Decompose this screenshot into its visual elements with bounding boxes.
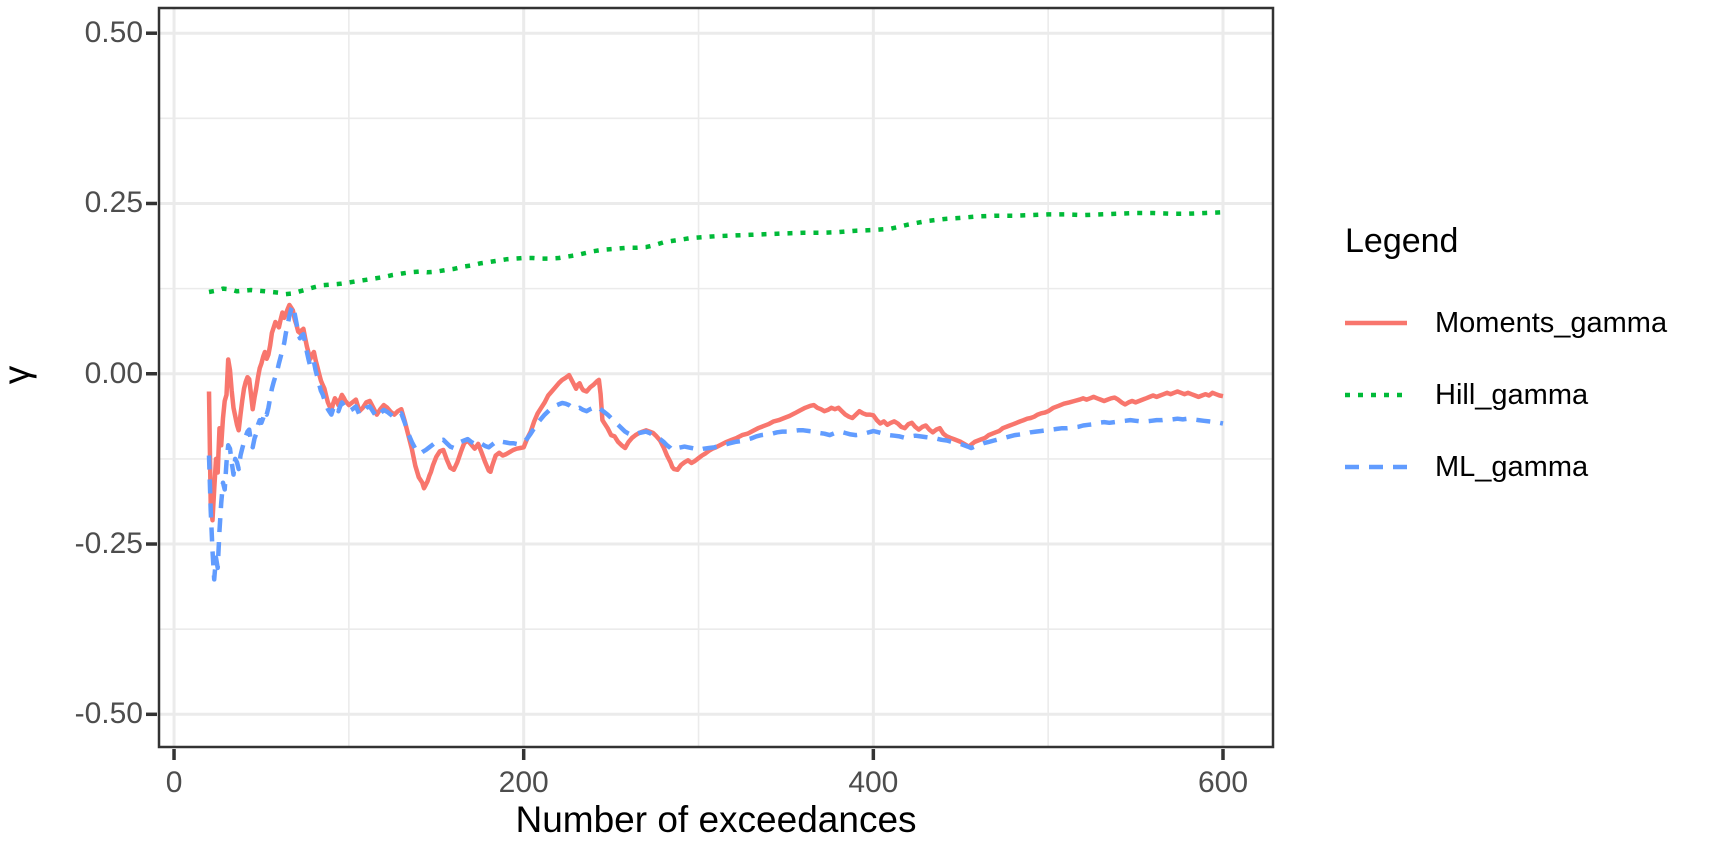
series-line-ml_gamma [206, 303, 1224, 582]
x-axis-title: Number of exceedances [515, 799, 917, 840]
x-tick-label: 0 [165, 766, 183, 799]
y-tick-label: -0.25 [74, 527, 143, 561]
legend-line-sample [1345, 392, 1407, 398]
legend-item-label: ML_gamma [1435, 450, 1589, 483]
x-tick-label: 400 [848, 766, 899, 799]
legend-line-sample [1345, 464, 1407, 470]
series-line-hill_gamma [208, 210, 1224, 297]
legend-item-label: Hill_gamma [1435, 378, 1589, 411]
legend-item-hill_gamma: Hill_gamma [1345, 359, 1667, 431]
legend-item-ml_gamma: ML_gamma [1345, 431, 1667, 503]
panel-background [159, 8, 1273, 747]
legend-line-sample [1345, 320, 1407, 326]
y-tick-label: 0.50 [84, 16, 143, 50]
y-tick-label: 0.00 [84, 356, 143, 390]
y-tick-label: 0.25 [84, 186, 143, 220]
y-tick-label: -0.50 [74, 697, 143, 731]
legend-items: Moments_gamma Hill_gamma ML_gamma [1345, 287, 1667, 503]
legend-title: Legend [1345, 222, 1459, 260]
legend-item-moments_gamma: Moments_gamma [1345, 287, 1667, 359]
x-tick-label: 600 [1197, 766, 1249, 799]
panel-border [157, 6, 1275, 749]
legend: Legend Moments_gamma Hill_gamma ML_gamma [1345, 222, 1667, 503]
x-tick-label: 200 [498, 766, 549, 799]
legend-item-label: Moments_gamma [1435, 306, 1668, 339]
